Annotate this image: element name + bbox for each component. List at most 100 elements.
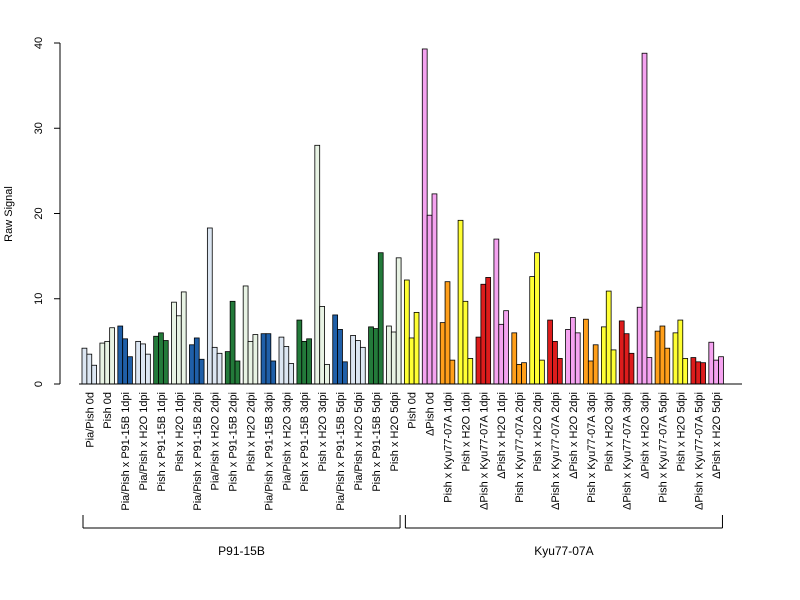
bar [296, 319, 303, 385]
x-tick-label: ΔPish x H2O 2dpi [568, 392, 580, 479]
bar [342, 361, 348, 385]
x-tick-label: Pish x P91-15B 1dpi [156, 392, 168, 492]
bar [659, 325, 666, 385]
y-axis-title: Raw Signal [3, 186, 15, 242]
x-tick-label: Pish x H2O 1dpi [460, 392, 472, 471]
x-tick-label: ΔPish x Kyu77-07A 3dpi [622, 392, 634, 510]
bar [641, 52, 648, 385]
bar [493, 238, 500, 385]
bar [516, 363, 522, 385]
bar [81, 347, 88, 385]
bar [623, 333, 630, 385]
x-tick-label: Pish x H2O 5dpi [389, 392, 401, 471]
x-tick-label: Pia/Pish x H2O 2dpi [210, 392, 222, 490]
bar [421, 48, 428, 385]
x-tick-label: Pia/Pish x H2O 3dpi [281, 392, 293, 490]
x-tick-label: Pish x H2O 2dpi [246, 392, 258, 471]
x-tick-label: Pia/Pish x P91-15B 1dpi [120, 392, 132, 511]
bar [386, 325, 392, 385]
bar [426, 214, 433, 385]
bar [695, 361, 702, 385]
bar [145, 353, 151, 385]
bar [462, 300, 469, 385]
bar [610, 349, 617, 385]
x-tick-label: ΔPish x H2O 3dpi [640, 392, 652, 479]
bar [521, 362, 527, 385]
x-tick-label: ΔPish x H2O 5dpi [711, 392, 723, 479]
x-tick-label: ΔPish 0d [425, 392, 437, 436]
bar [480, 283, 487, 385]
bar [91, 364, 98, 385]
x-tick-label: Pish x H2O 3dpi [317, 392, 329, 471]
x-tick-label: Pish x H2O 5dpi [675, 392, 687, 471]
bar [628, 352, 635, 385]
bar [140, 343, 146, 385]
y-tick-label: 30 [33, 122, 45, 134]
bar [547, 319, 553, 385]
bar [708, 341, 715, 385]
bar [565, 329, 571, 385]
x-tick-label: Pish x P91-15B 2dpi [228, 392, 240, 492]
bar [319, 306, 325, 385]
bar [713, 359, 719, 385]
bar [646, 357, 653, 385]
bar [552, 340, 558, 385]
bar [475, 336, 482, 385]
x-tick-label: Pish x Kyu77-07A 5dpi [657, 392, 669, 503]
bar [206, 227, 213, 385]
x-tick-label: Pia/Pish 0d [84, 392, 96, 448]
x-tick-label: ΔPish x Kyu77-07A 2dpi [550, 392, 562, 510]
x-tick-label: Pish 0d [102, 392, 114, 429]
x-tick-label: Pish x H2O 2dpi [532, 392, 544, 471]
x-tick-label: Pish x H2O 1dpi [174, 392, 186, 471]
bar [408, 337, 415, 385]
x-tick-label: Pia/Pish x P91-15B 2dpi [192, 392, 204, 511]
bars [81, 48, 724, 385]
bar [247, 340, 254, 385]
bar [314, 144, 321, 385]
bar [306, 338, 312, 385]
y-axis: 0 10 20 30 40 [33, 37, 61, 387]
bar [86, 353, 93, 385]
bar [605, 290, 612, 385]
bar [180, 291, 187, 385]
bar [557, 358, 563, 385]
bar [377, 252, 384, 385]
bar [270, 360, 277, 385]
bar [229, 300, 236, 385]
bar [117, 325, 124, 385]
bar [368, 326, 374, 385]
x-tick-label: Pish x Kyu77-07A 1dpi [443, 392, 455, 503]
bar [449, 359, 456, 385]
bar [278, 336, 285, 385]
bar [158, 332, 164, 385]
bar [162, 340, 169, 385]
group-label: P91-15B [218, 544, 265, 558]
bar [413, 311, 420, 385]
y-tick-label: 40 [33, 37, 45, 49]
bar [539, 359, 545, 385]
bar [498, 323, 505, 385]
bar [682, 358, 689, 385]
bar [444, 281, 451, 385]
bar [485, 277, 492, 385]
bar [324, 363, 330, 385]
bar [288, 363, 295, 385]
group-label: Kyu77-07A [534, 544, 593, 558]
bar [99, 342, 106, 385]
group-brackets: P91-15B Kyu77-07A [82, 515, 723, 558]
bar [153, 335, 159, 385]
bar [672, 332, 679, 385]
bar [587, 360, 594, 385]
x-tick-label: Pish x P91-15B 5dpi [371, 392, 383, 492]
y-tick-label: 10 [33, 293, 45, 305]
x-tick-label: ΔPish x H2O 1dpi [496, 392, 508, 479]
bar [503, 310, 509, 385]
bar [439, 322, 446, 385]
bar [700, 362, 706, 385]
bar [534, 252, 540, 385]
bar [511, 332, 518, 385]
bar [242, 285, 249, 385]
bar [677, 319, 684, 385]
